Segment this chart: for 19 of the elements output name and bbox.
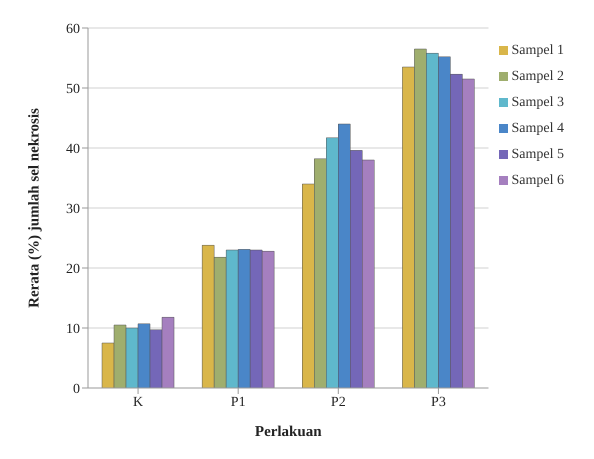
- x-tick-label: P1: [230, 394, 246, 410]
- x-tick-label: K: [133, 394, 144, 410]
- y-tick-label: 30: [66, 202, 80, 217]
- legend-label: Sampel 4: [512, 121, 564, 136]
- x-axis-title: Perlakuan: [254, 424, 322, 440]
- legend-label: Sampel 1: [512, 43, 564, 58]
- legend-label: Sampel 2: [512, 69, 564, 84]
- y-tick-label: 0: [73, 382, 80, 397]
- y-tick-label: 60: [66, 22, 80, 37]
- legend-label: Sampel 6: [512, 173, 564, 188]
- legend-label: Sampel 5: [512, 147, 564, 162]
- x-tick-label: P2: [330, 394, 346, 410]
- legend-label: Sampel 3: [512, 95, 564, 110]
- y-tick-label: 20: [66, 262, 80, 277]
- y-tick-label: 50: [66, 82, 80, 97]
- y-axis-title: Rerata (%) jumlah sel nekrosis: [26, 108, 42, 308]
- y-tick-label: 40: [66, 142, 80, 157]
- y-tick-label: 10: [66, 322, 80, 337]
- x-tick-label: P3: [431, 394, 446, 410]
